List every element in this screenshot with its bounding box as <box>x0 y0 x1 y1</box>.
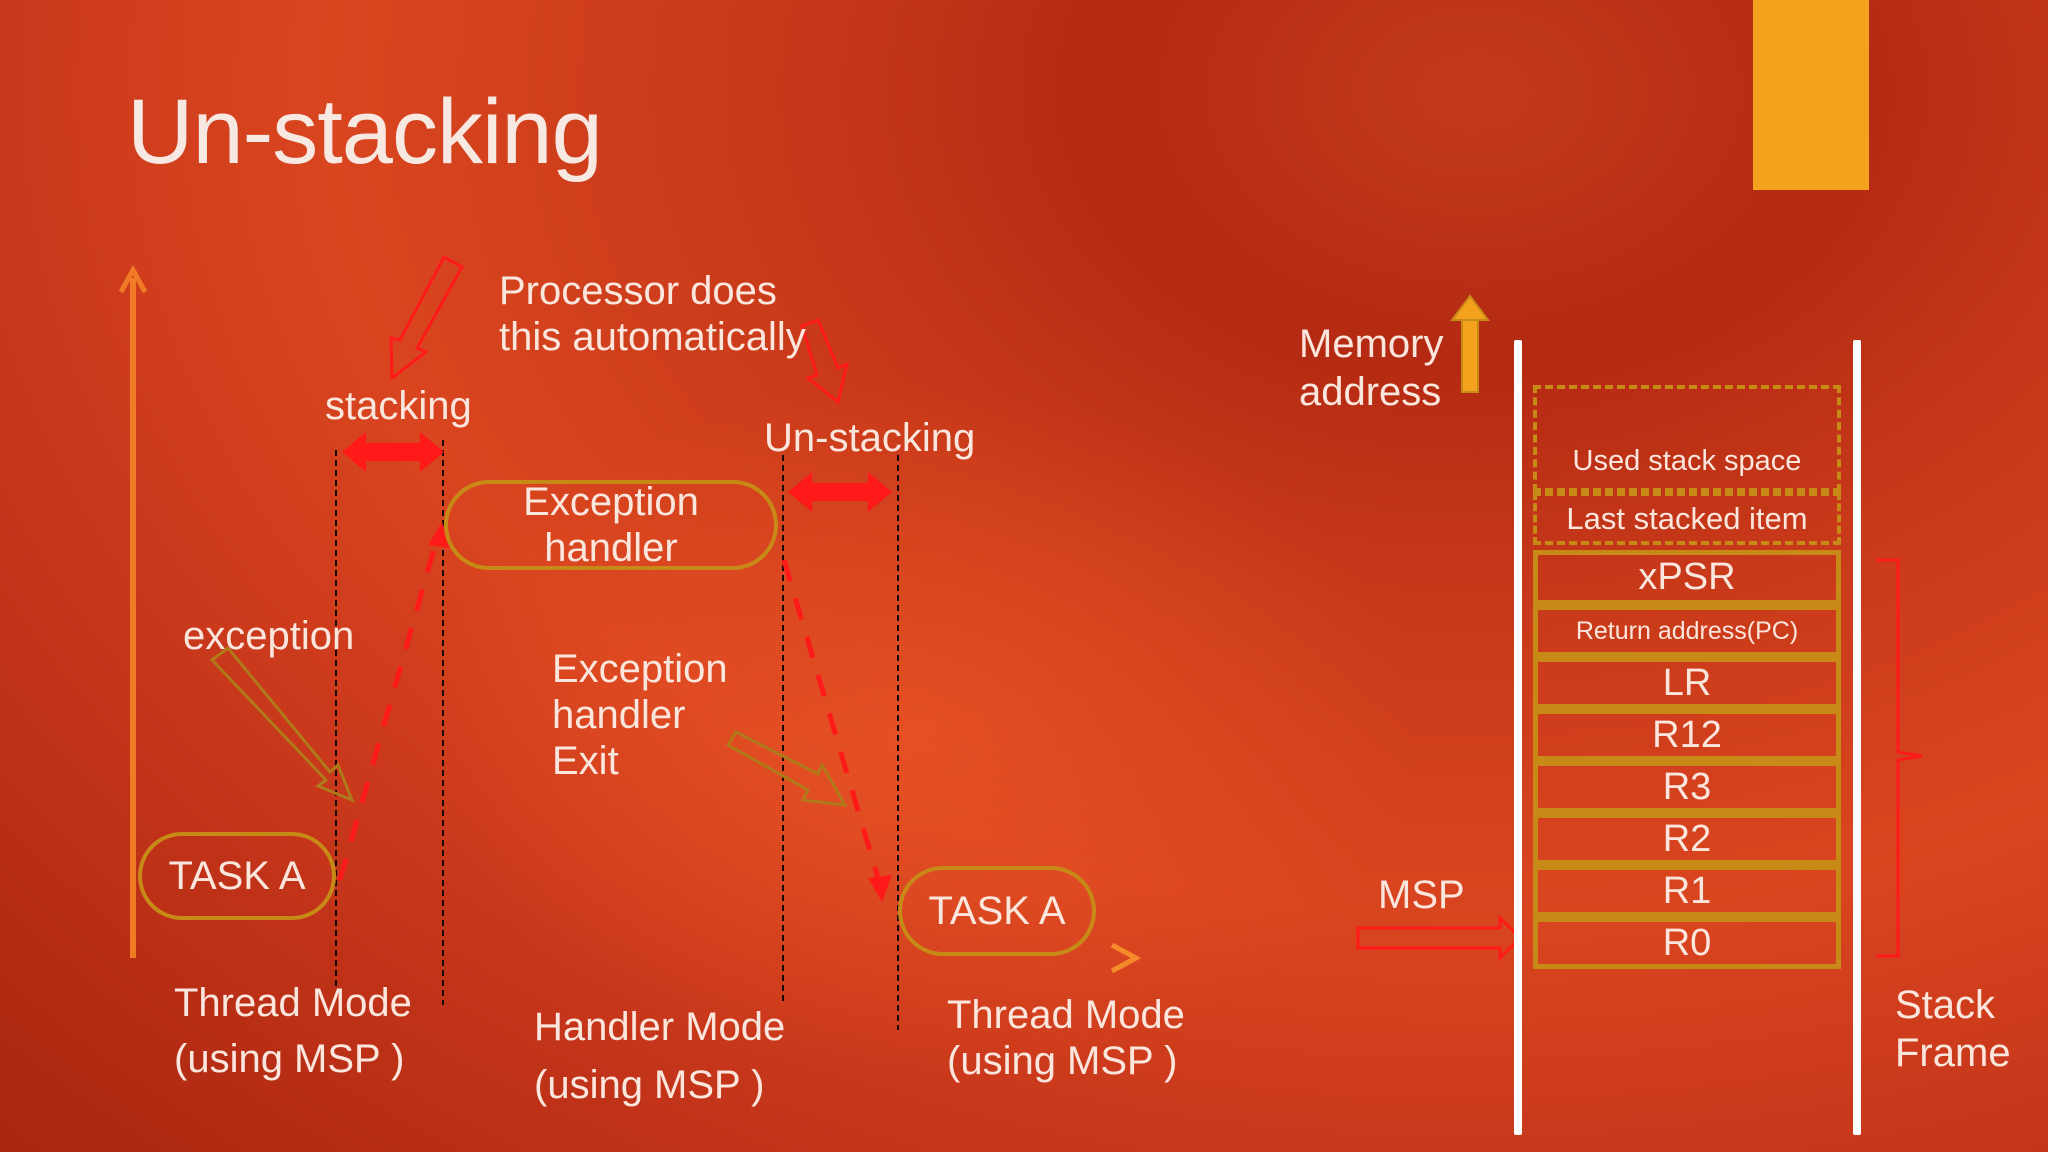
unstacking-label: Un-stacking <box>764 416 976 460</box>
memory-wall-right <box>1853 340 1861 1135</box>
stacking-double-arrow <box>342 432 444 472</box>
stack-cell-r1: R1 <box>1533 865 1841 917</box>
last-stacked-item-cell: Last stacked item <box>1533 492 1841 545</box>
unstacking-double-arrow <box>788 472 892 512</box>
task-a-right-box: TASK A <box>898 866 1096 956</box>
exception-exit-arrow <box>725 730 848 807</box>
processor-arrow-left <box>389 254 465 381</box>
stack-cell-return-address: Return address(PC) <box>1533 605 1841 657</box>
memory-arrow-head <box>1450 294 1490 321</box>
task-a-left-label: TASK A <box>168 854 306 898</box>
used-stack-space-cell: Used stack space <box>1533 385 1841 492</box>
exception-handler-box: Exception handler <box>444 480 778 570</box>
slide-title: Un-stacking <box>127 81 603 183</box>
stack-cell-r2: R2 <box>1533 813 1841 865</box>
processor-arrow-right <box>800 318 850 405</box>
exception-exit-label: Exception handler Exit <box>552 647 728 783</box>
stacking-transition-arrowhead <box>428 522 450 548</box>
accent-bar <box>1753 0 1869 190</box>
thread-mode-right-label: Thread Mode (using MSP ) <box>947 993 1185 1083</box>
stack-cell-r0: R0 <box>1533 917 1841 969</box>
memory-wall-left <box>1514 340 1522 1135</box>
stacking-label: stacking <box>325 384 472 428</box>
thread-mode-left-label: Thread Mode (using MSP ) <box>174 981 412 1081</box>
stack-cell-r3: R3 <box>1533 761 1841 813</box>
msp-arrow <box>1356 914 1523 962</box>
task-a-right-label: TASK A <box>928 889 1066 933</box>
unstacking-transition-arrowhead <box>868 875 892 902</box>
exception-label: exception <box>183 614 355 658</box>
stack-cell-r12: R12 <box>1533 709 1841 761</box>
stack-cell-lr: LR <box>1533 657 1841 709</box>
exception-handler-label: Exception handler <box>523 480 699 570</box>
memory-address-label: Memory address <box>1299 322 1444 414</box>
memory-arrow-shaft <box>1461 317 1479 393</box>
y-axis-arrowhead <box>118 264 148 294</box>
stack-cell-xpsr: xPSR <box>1533 550 1841 605</box>
unstacking-transition-line <box>781 559 883 886</box>
stacking-transition-line <box>337 534 441 881</box>
stack-frame-bracket <box>1876 558 1923 958</box>
x-axis-arrowhead <box>1110 942 1142 974</box>
msp-label: MSP <box>1378 873 1465 917</box>
handler-mode-label: Handler Mode (using MSP ) <box>534 1005 786 1107</box>
task-a-left-box: TASK A <box>138 832 336 920</box>
stack-frame-label: Stack Frame <box>1895 983 2011 1075</box>
exception-arrow <box>209 645 355 803</box>
processor-note-label: Processor does this automatically <box>499 269 806 359</box>
